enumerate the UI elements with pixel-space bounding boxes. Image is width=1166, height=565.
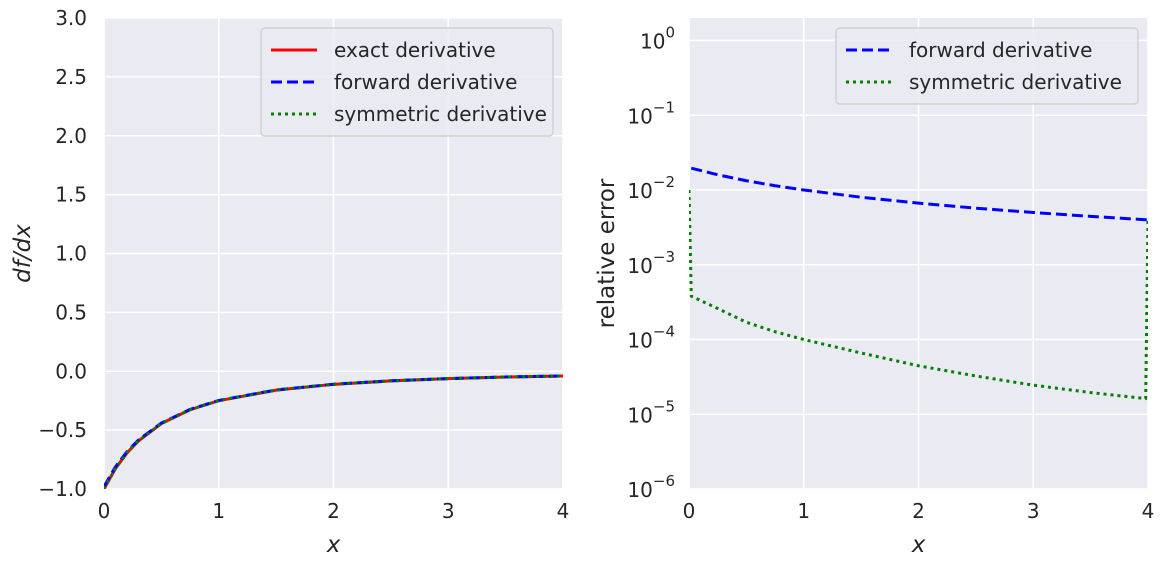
x-tick-label: 1	[797, 499, 810, 523]
y-tick-label: −1.0	[38, 477, 87, 501]
x-tick-label: 1	[212, 499, 225, 523]
y-tick-label: 3.0	[55, 6, 87, 30]
y-axis-label: df/dx	[10, 224, 36, 283]
series-line-forward-derivative	[690, 166, 1148, 222]
y-tick-label: 10−6	[627, 472, 675, 502]
y-axis-label: relative error	[594, 178, 620, 328]
series-group	[104, 374, 563, 489]
left-chart-panel: 0 1 2 3 4 −1.0 −0.5 0.0 0.5 1.0 1.5 2.0 2.5 3.0 x df/dx…	[10, 6, 569, 558]
y-tick-label: 10−2	[627, 173, 675, 203]
legend-label: exact derivative	[334, 38, 496, 62]
y-tick-label: −0.5	[38, 418, 87, 442]
x-tick-label: 3	[1027, 499, 1040, 523]
x-tick-label: 4	[557, 499, 570, 523]
series-line-symmetric-derivative	[689, 189, 1148, 401]
y-tick-label: 100	[640, 24, 675, 54]
x-axis-label: x	[326, 532, 341, 558]
x-tick-label: 2	[327, 499, 340, 523]
y-tick-label: 0.0	[55, 359, 87, 383]
y-tick-label: 0.5	[55, 300, 87, 324]
x-tick-label: 4	[1142, 499, 1155, 523]
series-line-symmetric-derivative	[104, 374, 563, 489]
y-tick-label: 10−5	[627, 397, 675, 427]
legend-label: symmetric derivative	[334, 102, 547, 126]
y-tick-label: 2.5	[55, 65, 87, 89]
legend-label: symmetric derivative	[909, 70, 1122, 94]
series-group	[689, 166, 1148, 401]
legend-box	[835, 27, 1139, 105]
y-tick-label: 2.0	[55, 124, 87, 148]
legend-label: forward derivative	[909, 38, 1092, 62]
y-tick-label: 10−3	[627, 248, 675, 278]
legend-label: forward derivative	[334, 70, 517, 94]
x-tick-label: 0	[683, 499, 696, 523]
x-tick-label: 0	[98, 499, 111, 523]
y-tick-label: 1.5	[55, 183, 87, 207]
y-tick-label: 10−1	[627, 98, 675, 128]
x-tick-label: 3	[442, 499, 455, 523]
y-tick-label: 1.0	[55, 242, 87, 266]
right-chart-panel: 0 1 2 3 4 10−6 10−5 10−4 10−3 10−2 10−1 100 x relativ…	[594, 18, 1154, 558]
y-tick-label: 10−4	[627, 323, 675, 353]
x-axis-label: x	[911, 532, 926, 558]
x-tick-label: 2	[912, 499, 925, 523]
legend-box	[260, 27, 554, 137]
